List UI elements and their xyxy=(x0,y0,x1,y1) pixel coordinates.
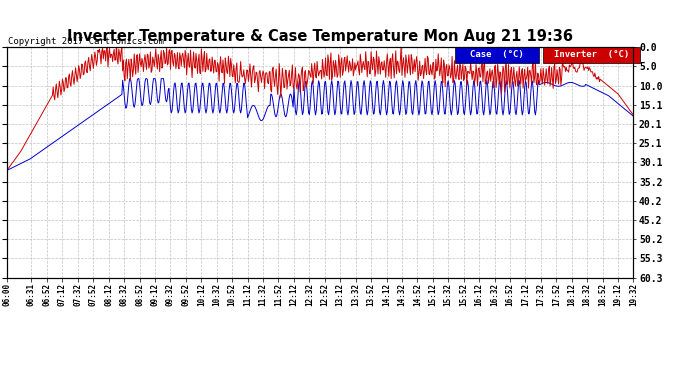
Text: Copyright 2017 Cartronics.com: Copyright 2017 Cartronics.com xyxy=(8,37,164,46)
Text: Inverter  (°C): Inverter (°C) xyxy=(553,51,629,60)
Title: Inverter Temperature & Case Temperature Mon Aug 21 19:36: Inverter Temperature & Case Temperature … xyxy=(67,29,573,44)
FancyBboxPatch shape xyxy=(455,47,540,63)
Text: Case  (°C): Case (°C) xyxy=(471,51,524,60)
FancyBboxPatch shape xyxy=(542,47,640,63)
